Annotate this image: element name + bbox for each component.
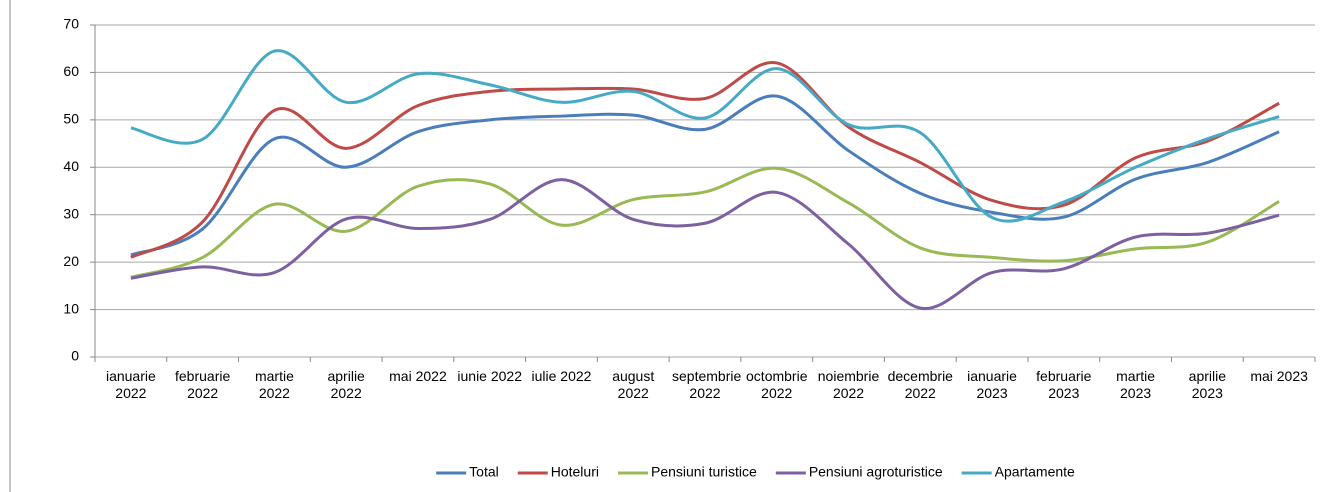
- y-tick-label: 60: [63, 63, 79, 79]
- x-tick-label: aprilie 2022: [327, 368, 365, 401]
- legend-label: Apartamente: [995, 464, 1075, 480]
- x-tick-label: octombrie 2022: [746, 368, 808, 401]
- series-line: [130, 49, 1280, 223]
- y-tick-label: 0: [71, 348, 79, 364]
- y-tick-label: 20: [63, 253, 79, 269]
- series-line: [130, 178, 1280, 310]
- y-tick-label: 50: [63, 111, 79, 127]
- y-tick-label: 40: [63, 158, 79, 174]
- x-tick-label: mai 2023: [1250, 368, 1308, 384]
- x-tick-label: septembrie 2022: [672, 368, 742, 401]
- series-line: [130, 166, 1280, 279]
- y-tick-label: 30: [63, 205, 79, 221]
- series-line: [130, 61, 1280, 259]
- x-tick-label: iunie 2022: [457, 368, 523, 384]
- x-tick-label: ianuarie 2023: [967, 368, 1017, 401]
- x-tick-label: noiembrie 2022: [817, 368, 880, 401]
- legend-label: Pensiuni agroturistice: [809, 464, 943, 480]
- x-tick-label: februarie 2023: [1036, 368, 1092, 401]
- x-tick-label: februarie 2022: [175, 368, 231, 401]
- y-tick-label: 10: [63, 300, 79, 316]
- x-tick-label: mai 2022: [389, 368, 447, 384]
- x-tick-label: martie 2023: [1116, 368, 1156, 401]
- legend-label: Pensiuni turistice: [651, 464, 757, 480]
- legend-label: Hoteluri: [551, 464, 599, 480]
- x-tick-label: martie 2022: [254, 368, 294, 401]
- y-tick-label: 70: [63, 16, 79, 32]
- x-tick-label: iulie 2022: [531, 368, 592, 384]
- x-tick-label: decembrie 2022: [887, 368, 953, 401]
- x-tick-label: ianuarie 2022: [105, 368, 156, 401]
- series-line: [130, 94, 1280, 257]
- x-tick-label: august 2022: [612, 368, 655, 401]
- legend-label: Total: [469, 464, 499, 480]
- x-tick-label: aprilie 2023: [1188, 368, 1227, 401]
